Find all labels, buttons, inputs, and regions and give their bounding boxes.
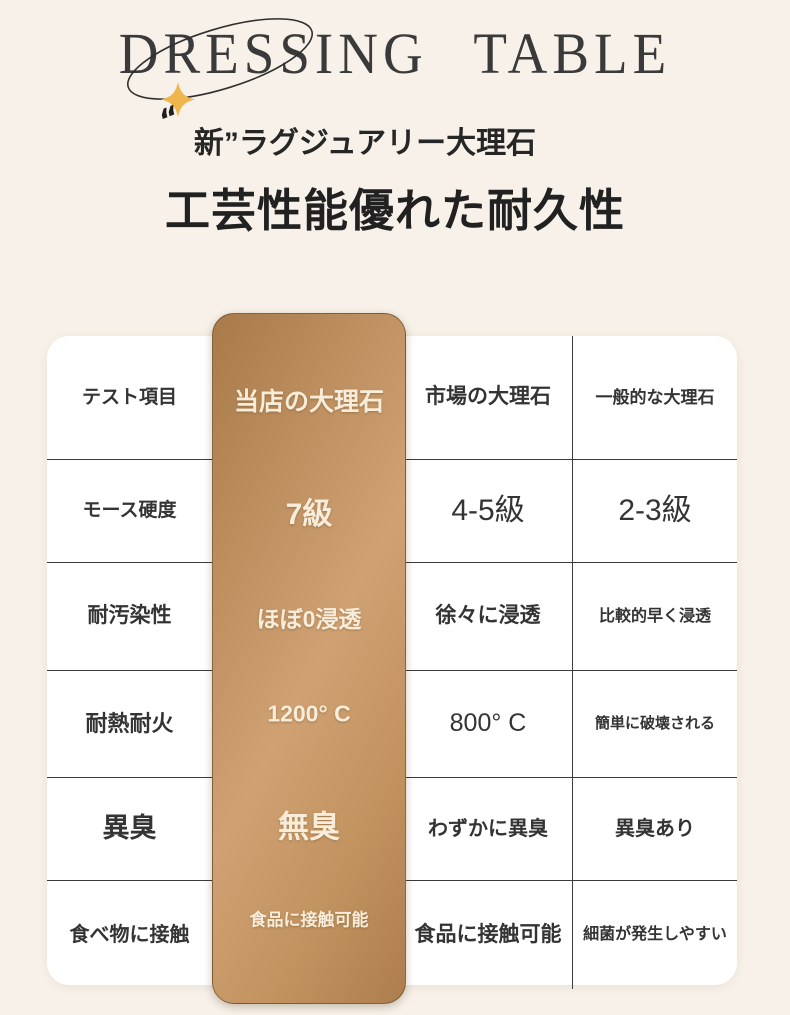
highlight-cell-heat: 1200° C	[267, 700, 351, 727]
row-label-stain: 耐汚染性	[87, 604, 172, 628]
highlight-cell-hardness: 7級	[285, 498, 333, 531]
highlight-cell-stain: ほぼ0浸透	[256, 606, 362, 632]
quote-icon: “	[156, 98, 184, 141]
market-cell-stain: 徐々に浸透	[435, 604, 541, 628]
row-label-odor: 異臭	[102, 813, 157, 844]
brand-title: DRESSING TABLE	[118, 21, 672, 86]
row-label-heat: 耐熱耐火	[85, 711, 174, 737]
market-cell-heat: 800° C	[449, 709, 527, 738]
common-cell-odor: 異臭あり	[572, 778, 737, 880]
common-cell-food-contact: 細菌が発生しやすい	[572, 881, 737, 989]
market-cell-food-contact: 食品に接触可能	[414, 922, 562, 946]
common-cell-stain: 比較的早く浸透	[572, 563, 737, 670]
market-cell-odor: わずかに異臭	[428, 817, 548, 840]
row-label-hardness: モース硬度	[82, 500, 177, 522]
common-cell-hardness: 2-3級	[572, 460, 737, 562]
table-row: モース硬度 4-5級 2-3級	[47, 460, 737, 563]
column-header-market-marble: 市場の大理石	[425, 385, 551, 409]
subtitle: “ 新”ラグジュアリー大理石	[0, 99, 790, 162]
column-header-test-item: テスト項目	[81, 386, 177, 408]
highlight-cell-food-contact: 食品に接触可能	[249, 910, 369, 930]
market-cell-hardness: 4-5級	[451, 494, 525, 528]
common-cell-heat: 簡単に破壊される	[572, 671, 737, 777]
subtitle-text: 新”ラグジュアリー大理石	[193, 127, 537, 160]
page-title: 工芸性能優れた耐久性	[164, 185, 625, 236]
table-row: 食べ物に接触 食品に接触可能 細菌が発生しやすい	[47, 881, 737, 989]
column-header-common-marble: 一般的な大理石	[572, 336, 737, 459]
highlight-column-our-marble: 当店の大理石 7級 ほぼ0浸透 1200° C 無臭 食品に接触可能	[212, 313, 406, 1004]
row-label-food-contact: 食べ物に接触	[69, 923, 190, 946]
highlight-cell-odor: 無臭	[278, 809, 340, 845]
highlight-column-header: 当店の大理石	[233, 388, 385, 416]
